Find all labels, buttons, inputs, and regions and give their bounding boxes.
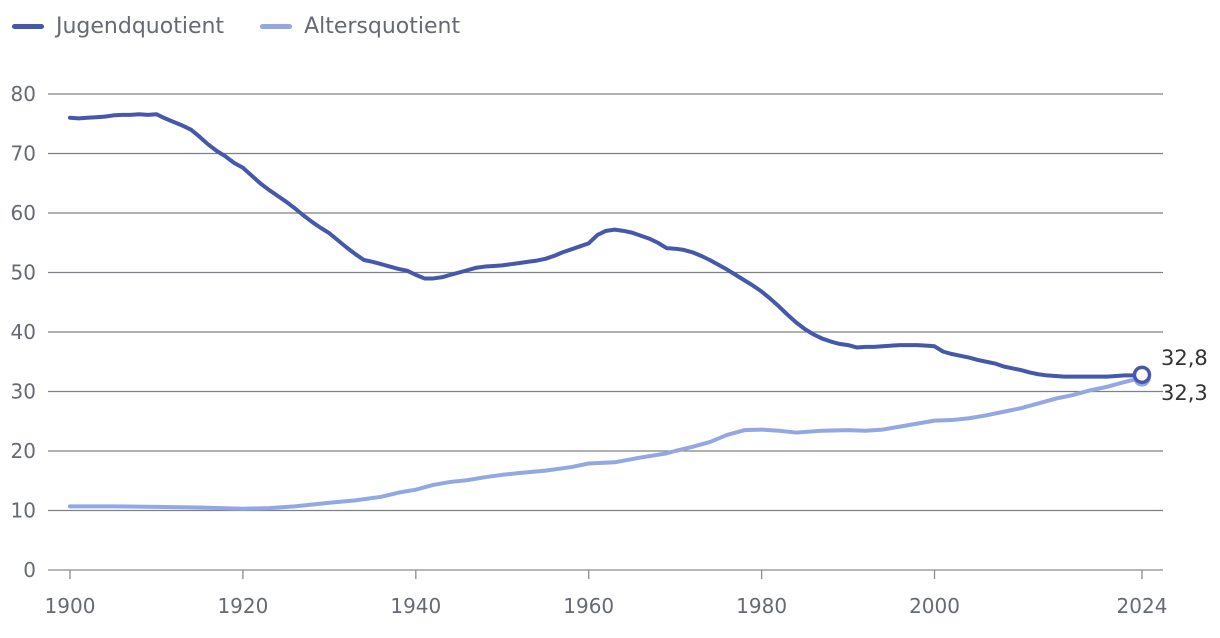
axes: 0 10 20 30 40 50 60 70 80 1900 1920 1940 1960 1980 200…: [11, 82, 1168, 618]
legend: Jugendquotient Altersquotient: [12, 14, 460, 39]
y-tick-label-80: 80: [11, 82, 36, 106]
y-tick-label-60: 60: [11, 201, 36, 225]
y-tick-label-50: 50: [11, 261, 36, 285]
y-tick-label-10: 10: [11, 499, 36, 523]
series-lines: [68, 112, 1144, 511]
end-markers: 32,8 32,3: [1132, 346, 1208, 405]
x-tick-label-2000: 2000: [909, 594, 960, 618]
y-tick-label-0: 0: [23, 558, 36, 582]
y-tick-label-20: 20: [11, 439, 36, 463]
x-tick-label-2024: 2024: [1117, 594, 1168, 618]
legend-label-altersquotient: Altersquotient: [304, 14, 461, 39]
legend-item-jugendquotient[interactable]: Jugendquotient: [12, 14, 224, 39]
y-tick-label-70: 70: [11, 142, 36, 166]
x-tick-label-1960: 1960: [563, 594, 614, 618]
end-label-altersquotient: 32,3: [1161, 381, 1208, 405]
y-tick-label-30: 30: [11, 380, 36, 404]
legend-label-jugendquotient: Jugendquotient: [56, 14, 225, 39]
legend-swatch-altersquotient: [260, 24, 293, 29]
x-tick-label-1980: 1980: [736, 594, 787, 618]
x-tick-label-1940: 1940: [390, 594, 441, 618]
x-tick-label-1900: 1900: [45, 594, 96, 618]
end-label-jugendquotient: 32,8: [1161, 346, 1208, 370]
series-line-jugendquotient[interactable]: [68, 112, 1144, 379]
legend-swatch-jugendquotient: [12, 24, 44, 29]
legend-item-altersquotient[interactable]: Altersquotient: [260, 14, 460, 39]
x-tick-label-1920: 1920: [217, 594, 268, 618]
series-line-altersquotient[interactable]: [68, 375, 1144, 511]
grid-lines: [48, 93, 1163, 571]
end-marker-jugendquotient[interactable]: [1132, 365, 1152, 385]
y-tick-label-40: 40: [11, 320, 36, 344]
